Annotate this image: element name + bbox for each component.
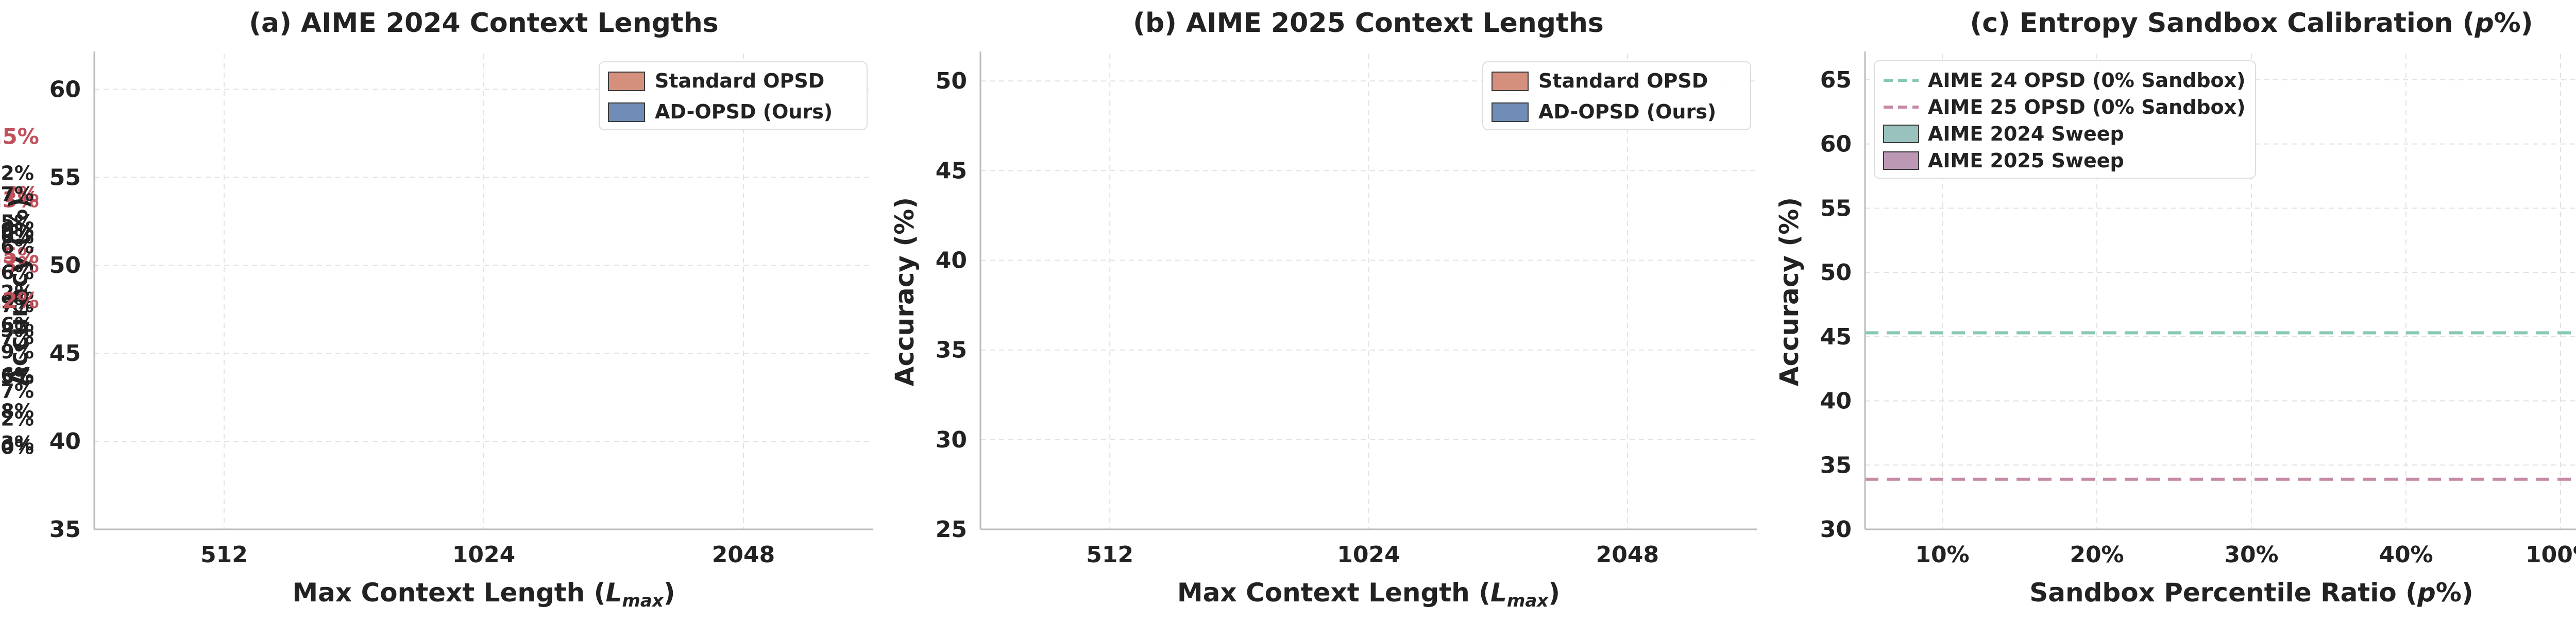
improvement-label: +1.3%: [0, 252, 39, 278]
improvement-label: +6.7%: [0, 182, 39, 208]
x-tick-label: 100%: [2526, 542, 2576, 568]
chart-panel-2: 31.7% 33.9% 32.5% 37.2% 40.6% 34.7% +5.5% +6.7%…: [0, 8, 1757, 611]
y-tick-label: 65: [1820, 67, 1852, 93]
y-tick-label: 50: [1820, 260, 1852, 286]
legend-swatch: [1492, 72, 1529, 91]
y-tick-label: 45: [936, 158, 967, 184]
x-tick-label: 1024: [1337, 542, 1400, 568]
y-tick-label: 35: [1820, 452, 1852, 478]
x-axis-label: Max Context Length (Lmax): [292, 578, 675, 611]
bar-value-label: 46.9%: [0, 290, 34, 313]
y-axis-label: Accuracy (%): [890, 197, 920, 386]
y-axis-label: Accuracy (%): [1774, 197, 1804, 386]
improvement-label: +2.2%: [0, 288, 39, 313]
legend-swatch: [608, 102, 645, 122]
bar-value-label: 40.6%: [0, 220, 34, 243]
chart-title: (c) Entropy Sandbox Calibration (p%): [1970, 8, 2533, 39]
y-tick-label: 30: [936, 427, 967, 453]
legend-label: AIME 24 OPSD (0% Sandbox): [1928, 69, 2246, 92]
x-tick-label: 40%: [2379, 542, 2433, 568]
x-tick-label: 20%: [2070, 542, 2124, 568]
legend-label: Standard OPSD: [655, 70, 824, 92]
x-tick-label: 10%: [1915, 542, 1969, 568]
improvement-label: +5.3%: [0, 187, 39, 213]
improvement-label: +7.5%: [0, 124, 39, 149]
x-tick-label: 2048: [1596, 542, 1659, 568]
bar-value-label: 37.2%: [0, 281, 34, 304]
bar-value-label: 54.7%: [0, 183, 34, 205]
bar-value-label: 35.3%: [0, 432, 34, 455]
y-tick-label: 60: [49, 76, 81, 102]
legend-box: [1874, 60, 2256, 179]
y-tick-label: 40: [49, 428, 81, 455]
x-tick-label: 30%: [2224, 542, 2278, 568]
y-tick-label: 35: [936, 337, 967, 364]
y-tick-label: 25: [936, 516, 967, 543]
bar-value-label: 35.0%: [0, 436, 34, 458]
y-tick-label: 35: [49, 516, 81, 543]
bar-value-label: 54.2%: [0, 162, 34, 185]
y-tick-label: 45: [1820, 324, 1852, 350]
legend-box: [1482, 61, 1751, 130]
bar-value-label: 31.7%: [0, 380, 34, 403]
y-tick-label: 40: [936, 248, 967, 274]
x-tick-label: 512: [1086, 542, 1133, 568]
bar-value-label: 37.2%: [0, 407, 34, 430]
bar-value-label: 45.3%: [0, 319, 34, 341]
y-tick-label: 55: [1820, 195, 1852, 221]
y-tick-label: 55: [49, 164, 81, 191]
bar-value-label: 48.6%: [0, 261, 34, 284]
legend-label: AIME 2024 Sweep: [1928, 123, 2124, 145]
x-tick-label: 512: [200, 542, 248, 568]
bar-value-label: 52.5%: [0, 211, 34, 234]
legend-label: AD-OPSD (Ours): [655, 100, 833, 123]
bar-value-label: 34.7%: [0, 326, 34, 349]
legend-label: AIME 2025 Sweep: [1928, 149, 2124, 172]
chart-panel-3: 48.6% 50.6% 54.7% 52.5%51.9% 37.8% 40.6% 37.2%…: [0, 8, 2576, 608]
bar-value-label: 40.6%: [0, 364, 34, 387]
y-tick-label: 45: [49, 340, 81, 367]
y-axis-label: Accuracy (%): [4, 197, 33, 386]
y-tick-label: 50: [49, 252, 81, 279]
chart-title: (a) AIME 2024 Context Lengths: [249, 8, 719, 39]
x-tick-label: 1024: [452, 542, 515, 568]
x-axis-label: Max Context Length (Lmax): [1177, 578, 1560, 611]
legend-swatch: [1492, 102, 1529, 122]
y-tick-label: 50: [936, 68, 967, 94]
x-tick-label: 2048: [712, 542, 775, 568]
bar-value-label: 37.8%: [0, 400, 34, 422]
improvement-label: +5.5%: [0, 243, 39, 268]
bar-value-label: 33.9%: [0, 340, 34, 363]
legend-swatch: [608, 72, 645, 91]
bar-value-label: 51.9%: [0, 219, 34, 241]
chart-panel-1: 46.7%45.3%45.6% 54.2% 50.6% 46.9% +7.5% +5.3%…: [0, 8, 873, 611]
legend-swatch: [1883, 125, 1919, 143]
bar-value-label: 46.7%: [0, 294, 34, 317]
bar-value-label: 45.6%: [0, 314, 34, 336]
x-axis-label: Sandbox Percentile Ratio (p%): [2029, 578, 2473, 608]
y-tick-label: 60: [1820, 131, 1852, 158]
legend-label: Standard OPSD: [1538, 70, 1708, 92]
chart-title: (b) AIME 2025 Context Lengths: [1133, 8, 1604, 39]
bar-value-label: 50.6%: [0, 235, 34, 258]
legend-label: AIME 25 OPSD (0% Sandbox): [1928, 96, 2246, 118]
legend-label: AD-OPSD (Ours): [1538, 100, 1716, 123]
bar-value-label: 32.5%: [0, 366, 34, 388]
y-tick-label: 30: [1820, 516, 1852, 543]
bar-value-label: 50.6%: [0, 226, 34, 248]
y-tick-label: 40: [1820, 388, 1852, 414]
legend-swatch: [1883, 151, 1919, 170]
legend-box: [599, 61, 868, 130]
